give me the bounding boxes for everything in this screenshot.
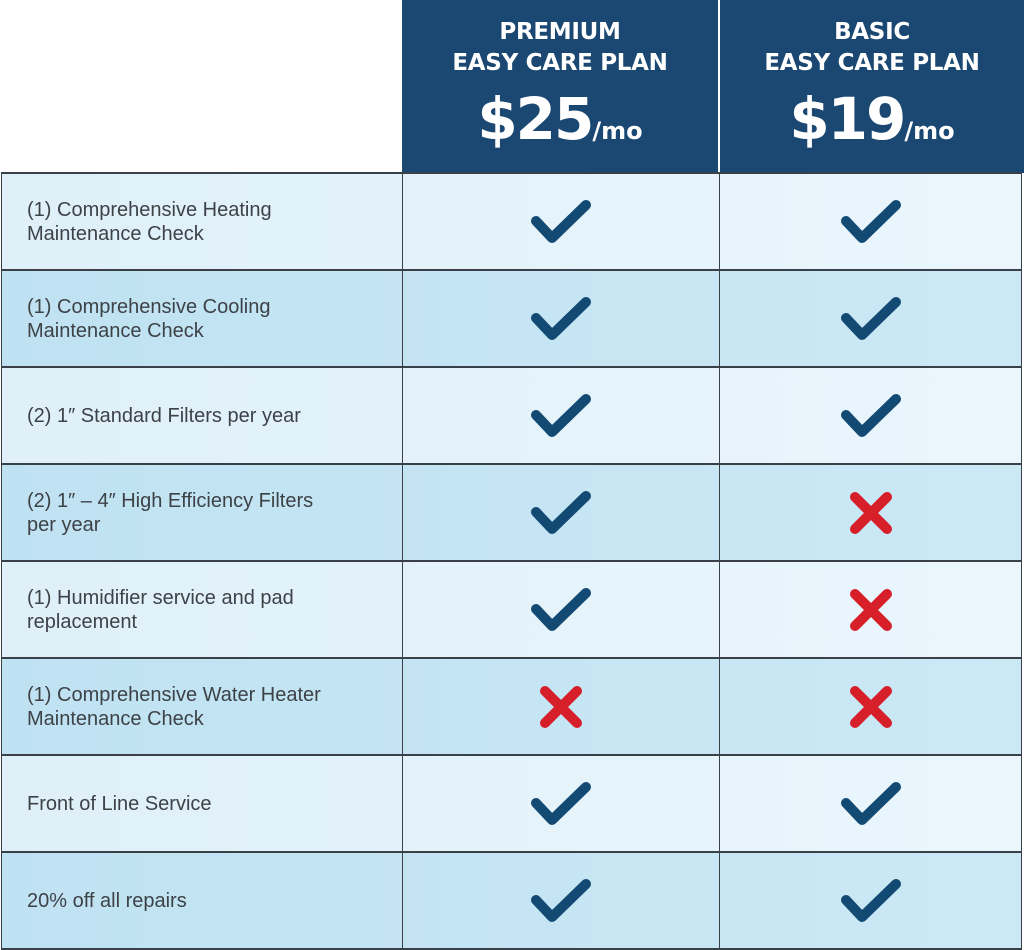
basic-plan-header: BASIC EASY CARE PLAN $19/mo xyxy=(720,0,1024,173)
cross-icon xyxy=(849,491,892,534)
feature-row: (2) 1″ Standard Filters per year xyxy=(1,368,1022,465)
check-icon xyxy=(840,781,901,825)
cross-icon xyxy=(849,588,892,631)
feature-row: 20% off all repairs xyxy=(1,853,1022,950)
feature-label: (1) Comprehensive Cooling Maintenance Ch… xyxy=(1,271,402,366)
premium-cell xyxy=(402,368,719,463)
check-icon xyxy=(531,781,591,825)
check-icon xyxy=(531,393,591,437)
check-icon xyxy=(531,296,591,340)
basic-cell xyxy=(719,659,1022,754)
plan-price: $19/mo xyxy=(789,85,955,153)
basic-cell xyxy=(719,853,1022,948)
basic-cell xyxy=(719,465,1022,560)
basic-cell xyxy=(719,368,1022,463)
feature-label: (1) Comprehensive Water Heater Maintenan… xyxy=(1,659,402,754)
premium-cell xyxy=(402,756,719,851)
basic-cell xyxy=(719,271,1022,366)
premium-cell xyxy=(402,659,719,754)
check-icon xyxy=(840,199,901,243)
feature-row: (1) Comprehensive Cooling Maintenance Ch… xyxy=(1,271,1022,368)
check-icon xyxy=(840,878,901,922)
check-icon xyxy=(531,199,591,243)
check-icon xyxy=(840,393,901,437)
feature-label: (1) Humidifier service and pad replaceme… xyxy=(1,562,402,657)
check-icon xyxy=(531,490,591,534)
feature-label: Front of Line Service xyxy=(1,756,402,851)
comparison-table: (1) Comprehensive Heating Maintenance Ch… xyxy=(1,172,1022,950)
feature-label: (1) Comprehensive Heating Maintenance Ch… xyxy=(1,174,402,269)
check-icon xyxy=(531,878,591,922)
plan-name: PREMIUM EASY CARE PLAN xyxy=(452,19,668,76)
feature-row: (1) Comprehensive Heating Maintenance Ch… xyxy=(1,174,1022,271)
premium-cell xyxy=(402,853,719,948)
feature-row: Front of Line Service xyxy=(1,756,1022,853)
basic-cell xyxy=(719,756,1022,851)
feature-row: (2) 1″ – 4″ High Efficiency Filters per … xyxy=(1,465,1022,562)
premium-cell xyxy=(402,174,719,269)
premium-cell xyxy=(402,271,719,366)
premium-cell xyxy=(402,562,719,657)
basic-cell xyxy=(719,174,1022,269)
feature-label: 20% off all repairs xyxy=(1,853,402,948)
plan-name: BASIC EASY CARE PLAN xyxy=(764,19,980,76)
feature-label: (2) 1″ Standard Filters per year xyxy=(1,368,402,463)
cross-icon xyxy=(849,685,892,728)
feature-row: (1) Humidifier service and pad replaceme… xyxy=(1,562,1022,659)
check-icon xyxy=(531,587,591,631)
feature-row: (1) Comprehensive Water Heater Maintenan… xyxy=(1,659,1022,756)
feature-label: (2) 1″ – 4″ High Efficiency Filters per … xyxy=(1,465,402,560)
check-icon xyxy=(840,296,901,340)
basic-cell xyxy=(719,562,1022,657)
premium-plan-header: PREMIUM EASY CARE PLAN $25/mo xyxy=(402,0,718,173)
premium-cell xyxy=(402,465,719,560)
cross-icon xyxy=(540,685,582,728)
plan-price: $25/mo xyxy=(477,85,643,153)
